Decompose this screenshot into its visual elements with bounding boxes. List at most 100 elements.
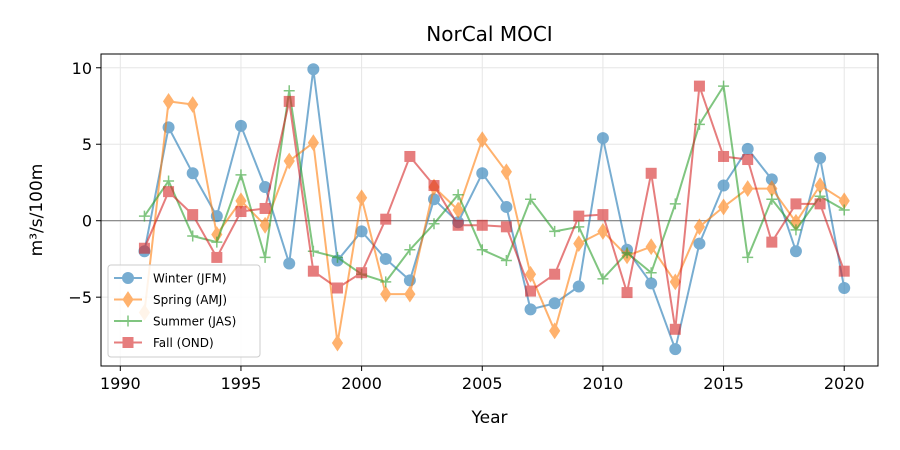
data-point — [283, 95, 295, 107]
data-point — [500, 221, 512, 233]
x-tick-label: 2015 — [703, 374, 744, 393]
x-axis-ticks: 1990 1995 2000 2005 2010 2015 2020 — [100, 366, 865, 393]
data-point — [307, 134, 319, 152]
legend-swatch — [114, 291, 142, 308]
data-point — [669, 273, 681, 291]
x-tick-label: 2000 — [341, 374, 382, 393]
data-point — [717, 198, 730, 216]
data-point — [838, 265, 850, 277]
data-point — [549, 322, 561, 340]
data-point — [525, 285, 537, 297]
data-point — [790, 198, 802, 210]
legend-swatch — [114, 315, 142, 327]
data-point — [380, 213, 392, 225]
data-point — [331, 251, 343, 263]
data-point — [379, 252, 392, 265]
data-point — [742, 154, 754, 166]
data-point — [718, 150, 730, 162]
legend-label: Spring (AMJ) — [153, 293, 227, 307]
data-point — [380, 285, 392, 303]
chart-title: NorCal MOCI — [426, 22, 552, 46]
data-point — [452, 201, 464, 219]
data-point — [718, 80, 730, 92]
y-tick-label: 10 — [72, 59, 92, 78]
legend-marker — [122, 291, 134, 308]
data-point — [500, 163, 512, 181]
data-point — [476, 219, 488, 231]
data-point — [766, 236, 778, 248]
legend-swatch — [114, 337, 142, 348]
data-point — [693, 80, 705, 92]
series-line — [143, 85, 845, 283]
data-point — [838, 282, 851, 294]
data-point — [597, 209, 609, 221]
data-point — [331, 282, 343, 294]
series-layer — [138, 63, 851, 356]
data-point — [524, 303, 537, 316]
series-spring — [138, 93, 850, 352]
data-point — [597, 223, 609, 240]
data-point — [645, 267, 657, 279]
y-tick-label: −5 — [68, 288, 92, 307]
y-tick-label: 0 — [82, 212, 92, 231]
data-point — [187, 230, 199, 242]
legend-marker — [122, 315, 134, 327]
data-point — [404, 285, 416, 303]
data-point — [259, 202, 271, 214]
legend-marker — [122, 337, 134, 348]
data-point — [814, 198, 826, 210]
data-point — [766, 193, 778, 205]
data-point — [452, 219, 464, 231]
data-point — [138, 242, 150, 254]
data-point — [476, 244, 488, 256]
data-point — [235, 169, 247, 181]
data-point — [669, 323, 681, 335]
data-point — [790, 224, 802, 236]
legend-marker — [122, 272, 134, 284]
data-point — [645, 167, 657, 179]
data-point — [573, 210, 585, 222]
data-point — [814, 152, 827, 164]
data-point — [500, 200, 513, 213]
data-point — [476, 167, 489, 180]
data-point — [307, 265, 319, 277]
data-point — [717, 179, 730, 192]
data-point — [572, 280, 585, 293]
legend: Winter (JFM) Spring (AMJ) Summer (JAS) Fall… — [107, 264, 261, 358]
legend-swatch — [114, 272, 142, 284]
data-point — [186, 167, 199, 180]
y-axis-label: m³/s/100m — [27, 164, 47, 257]
data-point — [283, 85, 295, 97]
data-point — [500, 254, 512, 266]
data-point — [428, 180, 440, 192]
data-point — [187, 209, 199, 221]
legend-box — [107, 264, 261, 358]
data-point — [404, 150, 416, 162]
data-point — [259, 251, 271, 263]
data-point — [525, 193, 537, 205]
data-point — [211, 251, 223, 263]
data-point — [138, 210, 150, 222]
data-point — [742, 251, 754, 263]
data-point — [693, 237, 706, 250]
x-axis-label: Year — [471, 408, 508, 428]
data-point — [573, 235, 585, 253]
data-point — [163, 186, 175, 198]
y-axis-ticks: −5 0 5 10 — [68, 59, 101, 307]
data-point — [162, 93, 175, 110]
data-point — [596, 132, 609, 145]
data-point — [669, 198, 681, 210]
y-tick-label: 5 — [82, 135, 92, 154]
data-point — [380, 276, 392, 288]
data-point — [742, 180, 754, 197]
x-tick-label: 1995 — [221, 374, 262, 393]
x-tick-label: 2020 — [824, 374, 865, 393]
data-point — [789, 245, 802, 258]
legend-label: Winter (JFM) — [153, 272, 227, 286]
data-point — [404, 244, 416, 256]
x-tick-label: 1990 — [100, 374, 141, 393]
data-point — [235, 206, 247, 218]
x-tick-label: 2010 — [583, 374, 624, 393]
data-point — [669, 343, 682, 356]
